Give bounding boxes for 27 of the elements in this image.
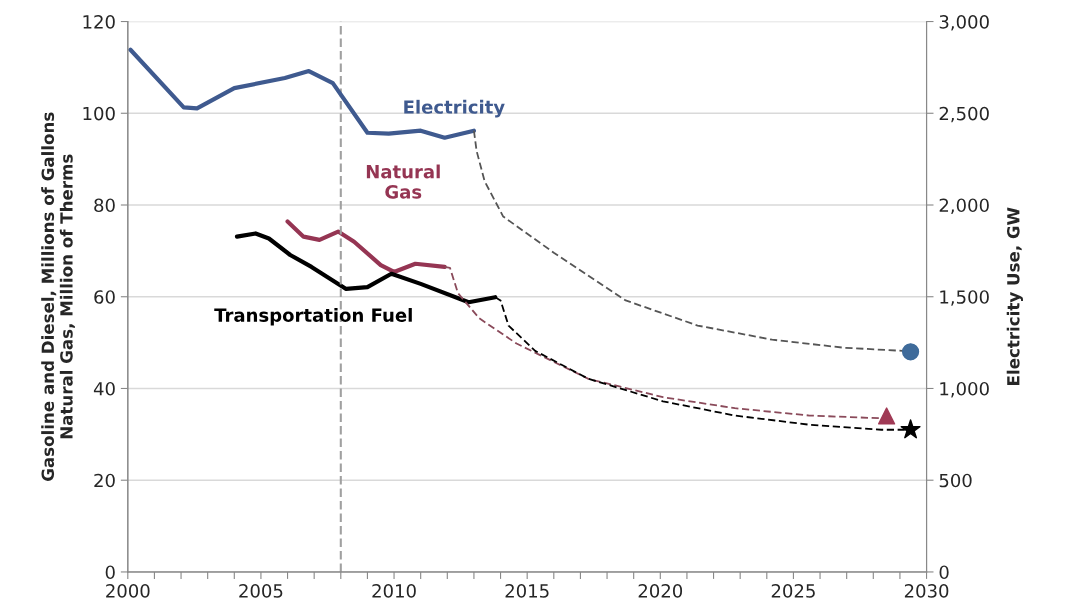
y-tick-label: 0 (105, 565, 115, 580)
y-tick-label: 60 (94, 290, 115, 304)
y-tick-label: 40 (93, 381, 115, 396)
y2-tick-label: 2,500 (939, 106, 989, 123)
x-tick-label: 2020 (638, 584, 683, 598)
y2-tick-label: 1,000 (940, 381, 989, 398)
y2-tick-label: 2,000 (939, 198, 989, 214)
y-tick-label: 20 (94, 473, 115, 488)
series-label: Electricity (404, 99, 505, 118)
x-tick-label: 2030 (904, 584, 949, 598)
y-tick-label: 80 (94, 198, 115, 213)
line-series (285, 219, 447, 275)
y-axis-title: Gasoline and Diesel, Millions of Gallons Natural Gas, Million of Therms (41, 112, 75, 481)
y2-axis-title: Electricity Use, GW (1006, 207, 1023, 385)
y-tick-label: 100 (83, 106, 115, 121)
y-tick-label: 120 (83, 14, 115, 29)
y2-tick-label: 0 (939, 565, 949, 580)
x-tick-label: 2000 (106, 584, 150, 598)
y2-tick-label: 1,500 (940, 290, 989, 306)
y2-tick-label: 3,000 (939, 14, 989, 31)
x-tick-label: 2010 (372, 584, 416, 598)
y2-tick-label: 500 (939, 473, 972, 488)
x-tick-label: 2005 (239, 584, 283, 598)
x-tick-label: 2025 (771, 584, 815, 598)
x-tick-label: 2015 (505, 584, 549, 598)
series-label: Transportation Fuel (214, 307, 412, 326)
text: Natural Gas (366, 164, 440, 199)
